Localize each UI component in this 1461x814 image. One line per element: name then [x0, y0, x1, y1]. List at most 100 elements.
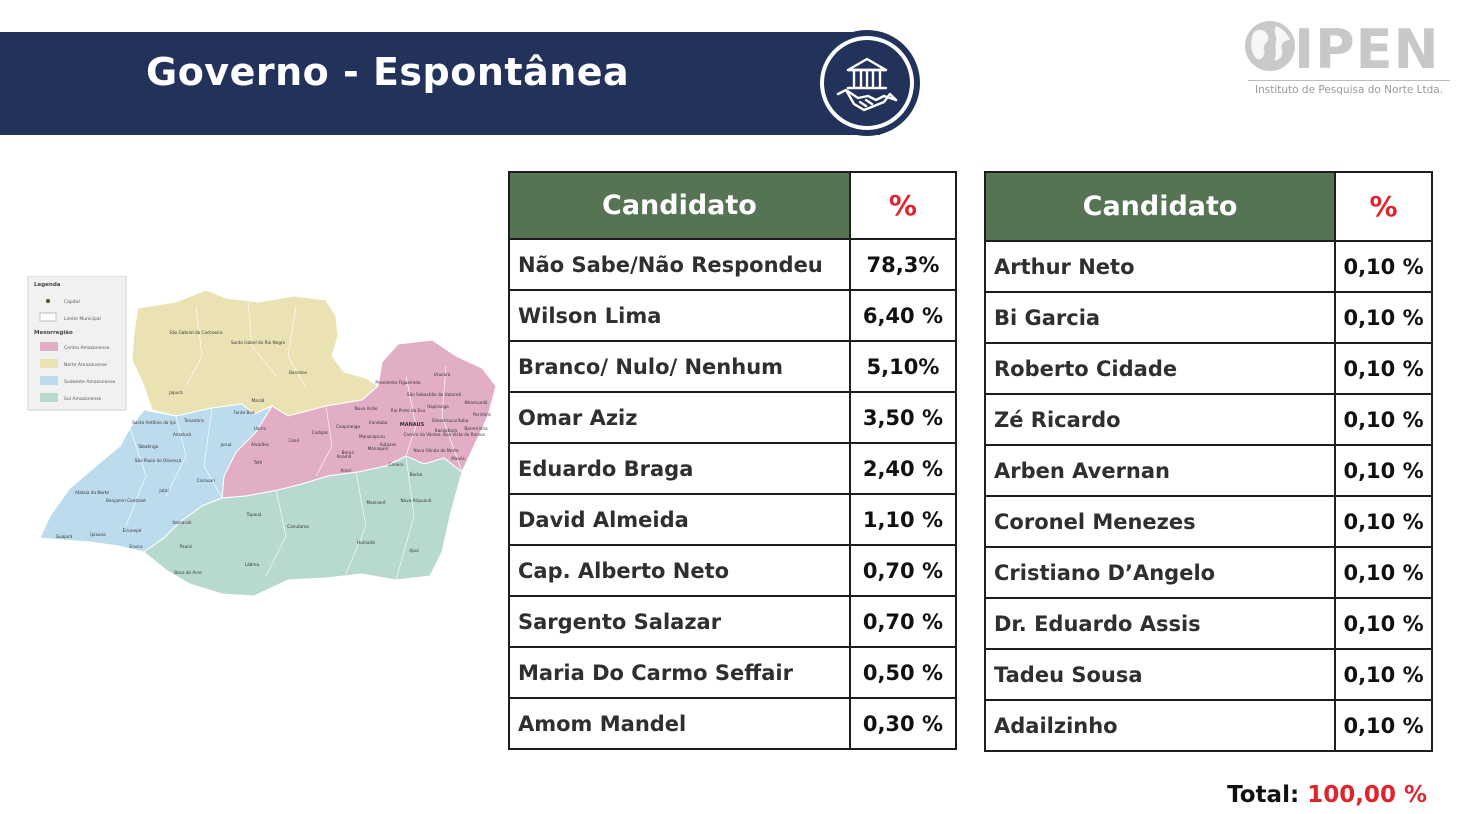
candidate-percent: 0,10 %: [1334, 444, 1433, 497]
legend-meso-title: Mesorregião: [34, 330, 73, 336]
candidate-name: Zé Ricardo: [983, 393, 1337, 446]
table-row: Omar Aziz 3,50 %: [508, 391, 958, 444]
map-place: Boca do Acre: [174, 570, 202, 575]
map-place: Nhamundá: [465, 400, 488, 405]
government-handshake-icon: [824, 40, 910, 126]
candidate-name: Omar Aziz: [508, 391, 851, 444]
legend-meso-sudoeste: Sudoeste Amazonense: [64, 379, 116, 385]
map-place: Maués: [451, 456, 465, 461]
map-place: Caapiranga: [336, 424, 360, 429]
header-percent: %: [1334, 171, 1433, 242]
candidate-name: Roberto Cidade: [983, 342, 1337, 395]
candidate-percent: 0,70 %: [848, 544, 958, 597]
total-value: 100,00 %: [1307, 782, 1427, 808]
candidate-percent: 0,10 %: [1334, 699, 1433, 752]
candidate-name: Tadeu Sousa: [983, 648, 1337, 701]
logo-divider: [1248, 80, 1450, 81]
map-place: Pauini: [180, 544, 193, 549]
candidate-percent: 2,40 %: [848, 442, 958, 495]
candidate-percent: 0,50 %: [848, 646, 958, 699]
map-place: Careiro: [388, 462, 403, 467]
map-place: Alvarães: [251, 442, 269, 447]
map-place: Anori: [341, 468, 352, 473]
table-row: David Almeida 1,10 %: [508, 493, 958, 546]
candidate-name: Amom Mandel: [508, 697, 851, 750]
candidate-name: Wilson Lima: [508, 289, 851, 342]
table-row: Amom Mandel 0,30 %: [508, 697, 958, 750]
map-place: São Sebastião do Uatumã: [407, 392, 462, 397]
table-row: Coronel Menezes 0,10 %: [983, 495, 1433, 548]
map-place: Codajás: [312, 430, 329, 435]
map-place: Nova Olinda do Norte: [413, 448, 459, 453]
map-place: Nova Aripuanã: [401, 498, 432, 503]
logo-wordmark: IPEN: [1294, 18, 1440, 81]
results-table-right: Candidato % Arthur Neto 0,10 % Bi Garcia 0…: [983, 171, 1433, 752]
map-place: Santo Antônio do Içá: [132, 420, 176, 425]
map-place: Beruri: [342, 450, 355, 455]
candidate-percent: 0,10 %: [1334, 648, 1433, 701]
candidate-name: Eduardo Braga: [508, 442, 851, 495]
map-place: Urucurituba: [444, 418, 469, 423]
candidate-name: Arthur Neto: [983, 240, 1337, 293]
amazonas-map: Legenda Capital Limite Municipal Mesorre…: [26, 275, 502, 606]
total-line: Total: 100,00 %: [1227, 782, 1427, 808]
title-banner: [0, 32, 880, 135]
header-percent: %: [848, 171, 958, 240]
map-place: Maraã: [251, 398, 264, 403]
map-place: Manacapuru: [359, 434, 385, 439]
table-row: Eduardo Braga 2,40 %: [508, 442, 958, 495]
map-place: Presidente Figueiredo: [375, 380, 421, 385]
candidate-percent: 0,10 %: [1334, 342, 1433, 395]
candidate-percent: 0,10 %: [1334, 291, 1433, 344]
candidate-name: David Almeida: [508, 493, 851, 546]
table-row: Arben Avernan 0,10 %: [983, 444, 1433, 497]
globe-icon: [1245, 21, 1295, 71]
candidate-percent: 1,10 %: [848, 493, 958, 546]
candidate-percent: 0,10 %: [1334, 495, 1433, 548]
map-place-capital: MANAUS: [400, 422, 425, 428]
header-candidate: Candidato: [508, 171, 851, 240]
candidate-name: Dr. Eduardo Assis: [983, 597, 1337, 650]
map-place: Itacoatiara: [435, 428, 458, 433]
table-row: Maria Do Carmo Seffair 0,50 %: [508, 646, 958, 699]
map-place: Uarini: [254, 426, 266, 431]
table-header-row: Candidato %: [983, 171, 1433, 242]
table-row: Wilson Lima 6,40 %: [508, 289, 958, 342]
map-place: Carauari: [197, 478, 215, 483]
map-place: Amaturá: [173, 432, 192, 437]
map-place: Atalaia do Norte: [75, 490, 109, 495]
map-place: Guajará: [56, 534, 73, 539]
table-row: Roberto Cidade 0,10 %: [983, 342, 1433, 395]
page-title: Governo - Espontânea: [146, 50, 630, 94]
candidate-name: Branco/ Nulo/ Nenhum: [508, 340, 851, 393]
map-place: Rio Preto da Eva: [391, 408, 426, 413]
candidate-percent: 0,10 %: [1334, 240, 1433, 293]
map-place: Coari: [289, 438, 300, 443]
map-place: Novo Airão: [355, 406, 378, 411]
map-place: Silves: [432, 418, 444, 423]
map-place: Autazes: [380, 442, 397, 447]
map-place: Careiro da Várzea: [403, 432, 441, 437]
map-place: Boa Vista do Ramos: [443, 432, 485, 437]
header-candidate: Candidato: [983, 171, 1337, 242]
candidate-name: Cristiano D’Angelo: [983, 546, 1337, 599]
ipen-logo: IPEN Instituto de Pesquisa do Norte Ltda…: [1244, 14, 1454, 104]
table-header-row: Candidato %: [508, 171, 958, 240]
candidate-name: Bi Garcia: [983, 291, 1337, 344]
table-row: Cap. Alberto Neto 0,70 %: [508, 544, 958, 597]
map-place: Canutama: [287, 524, 309, 529]
candidate-percent: 0,10 %: [1334, 393, 1433, 446]
map-place: Ipixuna: [90, 532, 106, 537]
map-legend: Legenda Capital Limite Municipal Mesorre…: [27, 275, 127, 411]
map-place: Santa Isabel do Rio Negro: [231, 340, 286, 345]
total-label: Total:: [1227, 782, 1300, 808]
map-place: Japurá: [168, 390, 183, 395]
map-place: Barcelos: [289, 370, 307, 375]
map-place: Itamarati: [172, 520, 191, 525]
map-place: Benjamin Constant: [106, 498, 146, 503]
table-row: Tadeu Sousa 0,10 %: [983, 648, 1433, 701]
map-place: Manaquiri: [368, 446, 389, 451]
map-place: Eirunepé: [123, 528, 142, 533]
capital-marker-icon: [46, 299, 50, 303]
candidate-name: Arben Avernan: [983, 444, 1337, 497]
